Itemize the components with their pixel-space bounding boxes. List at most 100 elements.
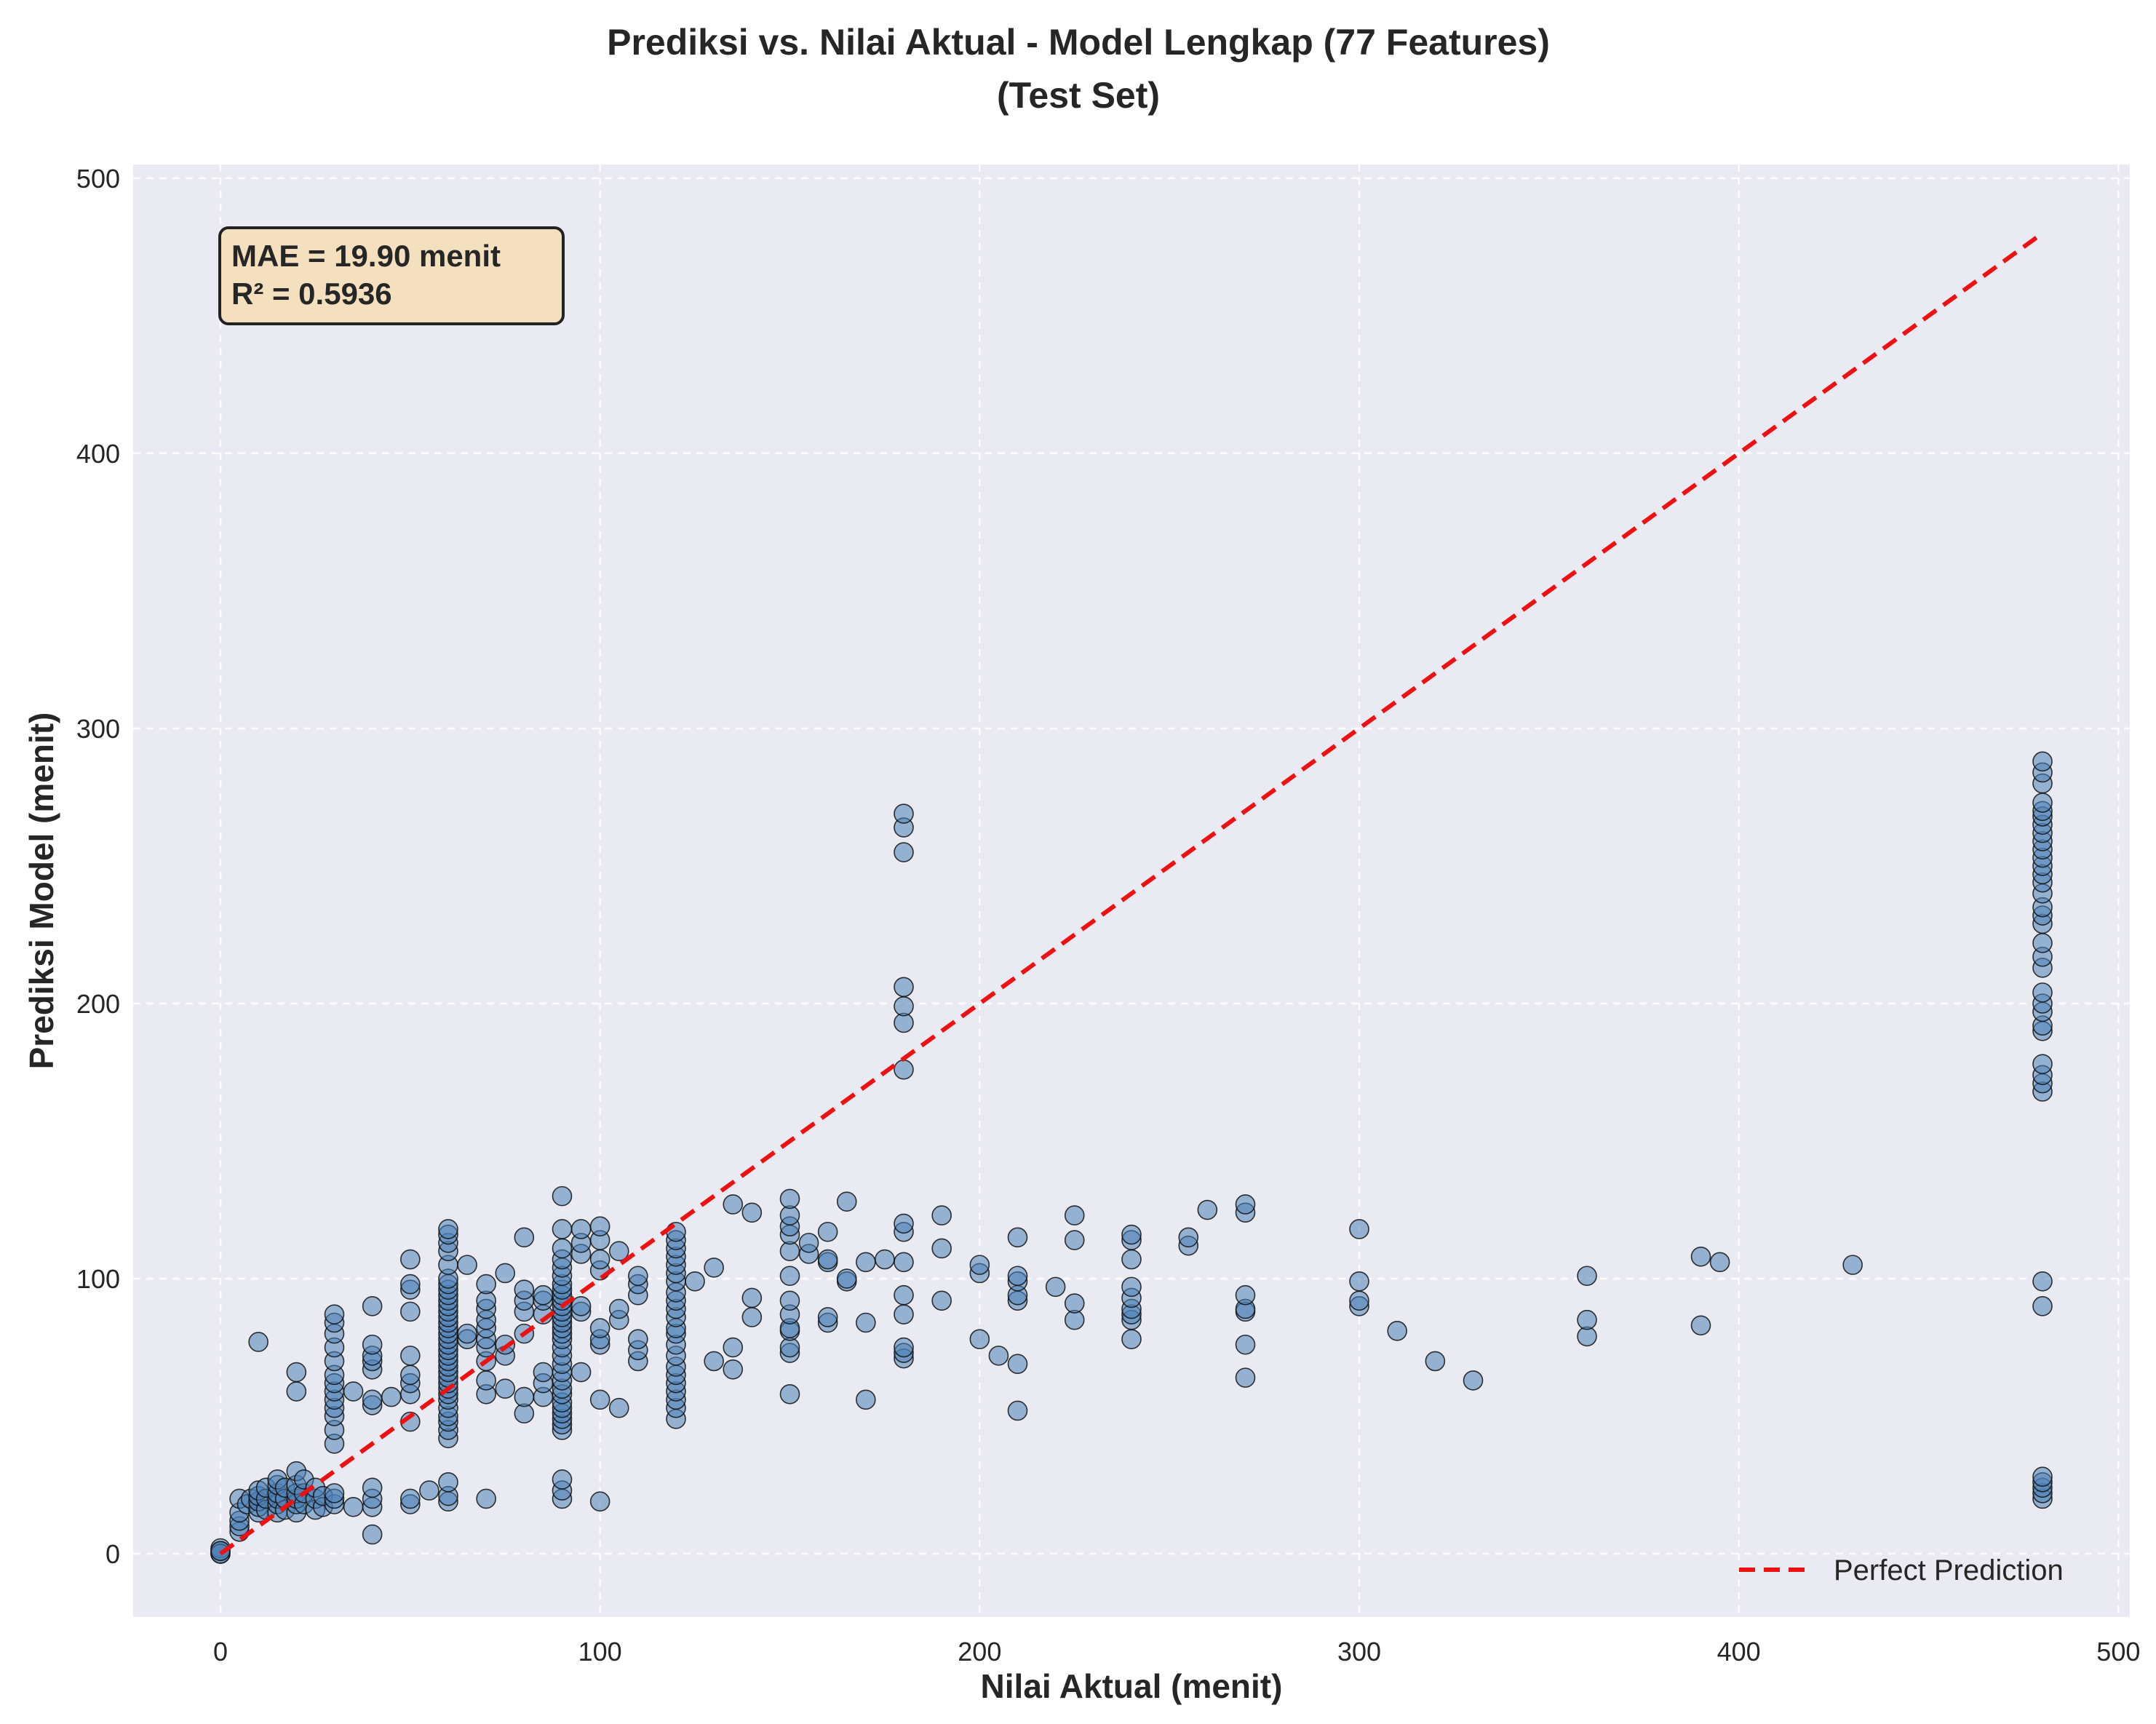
legend: Perfect Prediction — [1739, 1554, 2064, 1586]
data-point — [362, 1524, 383, 1545]
data-point — [1463, 1370, 1484, 1391]
data-point — [856, 1252, 876, 1273]
data-point — [362, 1477, 383, 1498]
data-point — [495, 1263, 516, 1284]
data-point — [988, 1346, 1009, 1366]
data-point — [286, 1381, 307, 1402]
data-point — [894, 1213, 914, 1234]
data-point — [552, 1469, 573, 1490]
data-point — [476, 1370, 496, 1391]
data-point — [608, 1397, 629, 1418]
data-point — [1235, 1334, 1256, 1355]
data-point — [836, 1191, 857, 1212]
data-point — [894, 1252, 914, 1273]
data-point — [969, 1329, 990, 1349]
data-point — [1349, 1271, 1369, 1292]
data-point — [894, 1059, 914, 1080]
x-tick-label-0: 0 — [213, 1637, 228, 1667]
data-point — [400, 1249, 421, 1270]
data-point — [457, 1323, 477, 1344]
data-point — [779, 1266, 800, 1287]
data-point — [1178, 1227, 1199, 1248]
chart-title-line2: (Test Set) — [997, 75, 1160, 116]
data-point — [343, 1381, 364, 1402]
data-point — [1349, 1290, 1369, 1311]
data-point — [685, 1271, 705, 1292]
data-point — [570, 1219, 592, 1239]
data-point — [1197, 1199, 1218, 1220]
data-point — [514, 1386, 535, 1407]
data-point — [704, 1258, 724, 1278]
data-point — [2032, 1054, 2053, 1074]
data-point — [400, 1301, 421, 1322]
data-point — [400, 1364, 421, 1386]
data-point — [1045, 1276, 1066, 1298]
data-point — [1064, 1230, 1085, 1250]
data-point — [741, 1307, 763, 1327]
data-points — [210, 751, 2053, 1564]
data-point — [894, 977, 914, 998]
data-point — [1121, 1276, 1142, 1298]
data-point — [2032, 793, 2053, 813]
data-point — [438, 1219, 458, 1239]
data-point — [476, 1488, 496, 1509]
x-axis-ticks: 0 100 200 300 400 500 — [213, 1637, 2140, 1667]
data-point — [324, 1483, 345, 1503]
data-point — [1121, 1224, 1142, 1245]
data-point — [324, 1304, 345, 1324]
data-point — [1007, 1266, 1028, 1287]
data-point — [894, 842, 914, 862]
data-point — [1007, 1400, 1028, 1421]
data-point — [779, 1290, 800, 1311]
y-tick-label-5: 500 — [76, 164, 120, 194]
data-point — [495, 1378, 516, 1399]
data-point — [817, 1307, 838, 1327]
data-point — [2032, 1271, 2053, 1292]
data-point — [741, 1202, 763, 1223]
data-point — [1577, 1309, 1597, 1330]
y-tick-label-1: 100 — [76, 1264, 120, 1294]
data-point — [589, 1249, 610, 1270]
data-point — [1064, 1293, 1085, 1314]
data-point — [1709, 1252, 1730, 1273]
data-point — [1235, 1194, 1256, 1215]
grid — [133, 164, 2130, 1617]
perfect-prediction-line — [219, 231, 2044, 1556]
annotation-r2: R² = 0.5936 — [231, 277, 392, 311]
data-point — [817, 1249, 838, 1270]
data-point — [817, 1221, 838, 1242]
data-point — [628, 1329, 648, 1349]
data-point — [2032, 982, 2053, 1003]
data-point — [589, 1491, 610, 1512]
data-point — [875, 1249, 895, 1270]
data-point — [1349, 1219, 1369, 1239]
x-tick-label-3: 300 — [1337, 1637, 1381, 1667]
data-point — [343, 1496, 364, 1517]
data-point — [608, 1241, 629, 1262]
annotation-box — [218, 226, 565, 325]
data-point — [723, 1194, 744, 1215]
x-tick-label-1: 100 — [578, 1637, 622, 1667]
data-point — [704, 1351, 724, 1372]
data-point — [2032, 1296, 2053, 1316]
data-point — [589, 1216, 610, 1236]
data-point — [1425, 1351, 1446, 1372]
data-point — [533, 1284, 554, 1306]
data-point — [741, 1287, 763, 1308]
data-point — [1235, 1367, 1256, 1388]
y-tick-label-3: 300 — [76, 714, 120, 744]
data-point — [856, 1312, 876, 1333]
legend-reference-label: Perfect Prediction — [1834, 1554, 2064, 1586]
data-point — [1690, 1315, 1711, 1336]
data-point — [1007, 1354, 1028, 1375]
data-point — [1007, 1227, 1028, 1248]
data-point — [476, 1274, 496, 1295]
data-point — [438, 1471, 458, 1493]
data-point — [1121, 1249, 1142, 1270]
data-point — [931, 1290, 952, 1311]
data-point — [1387, 1321, 1407, 1341]
data-point — [514, 1279, 535, 1300]
data-point — [2032, 751, 2053, 772]
data-point — [836, 1268, 857, 1289]
data-point — [723, 1359, 744, 1380]
